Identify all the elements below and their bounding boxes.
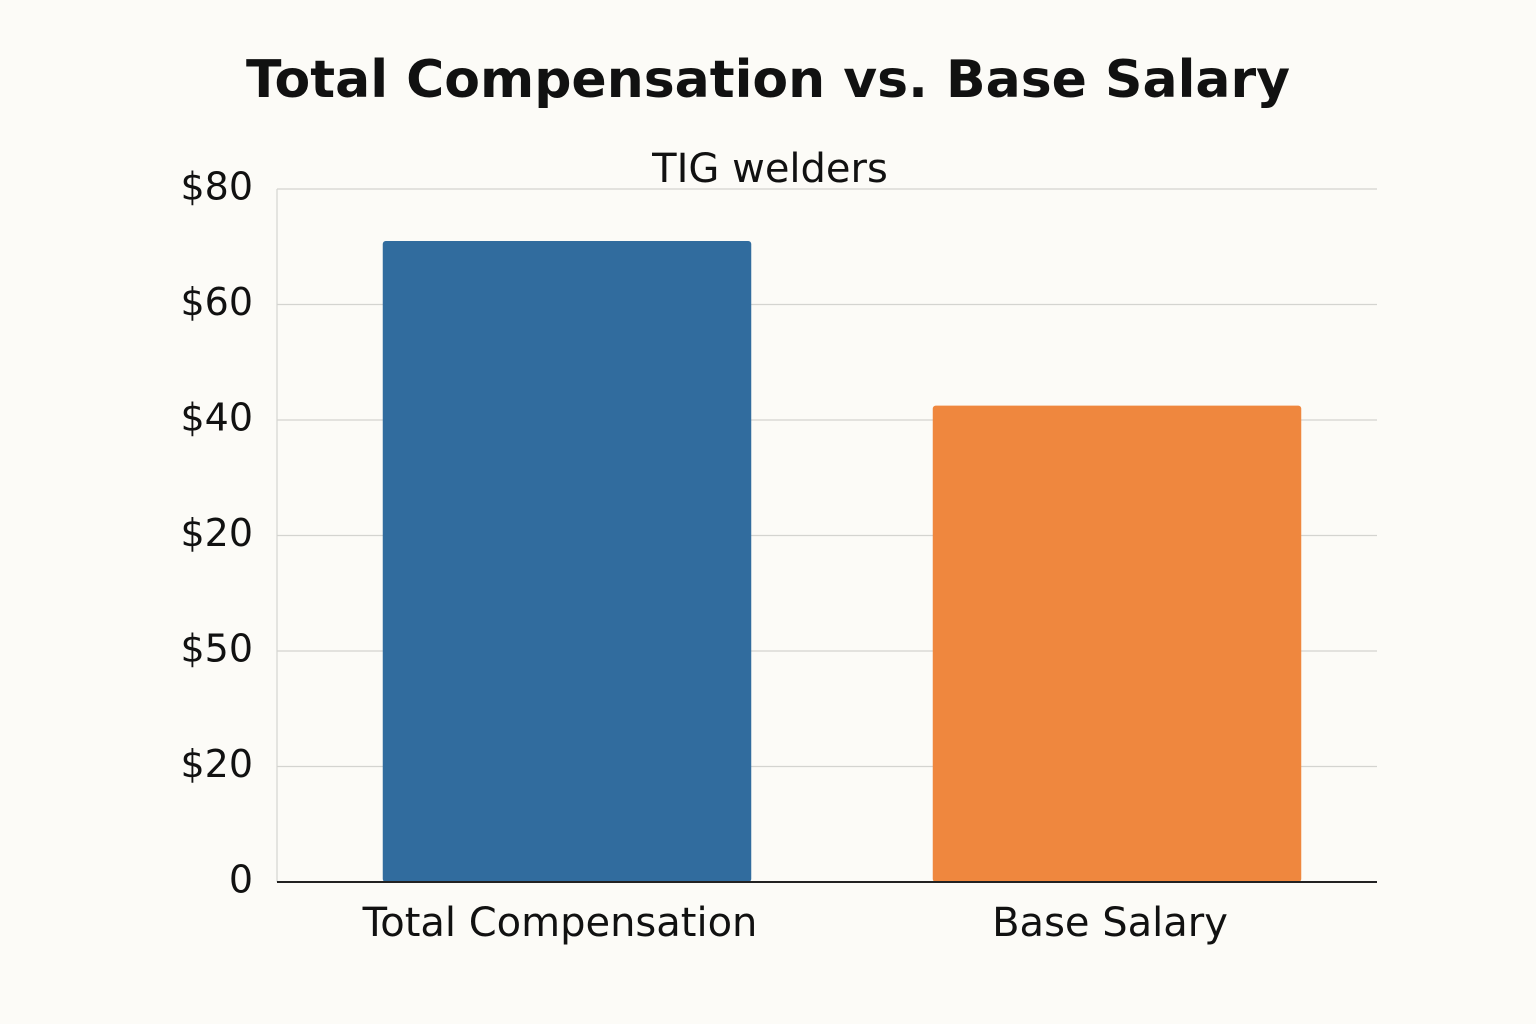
y-tick-label: $20 bbox=[180, 511, 253, 555]
bar bbox=[382, 240, 752, 883]
chart-subtitle: TIG welders bbox=[651, 146, 888, 192]
y-tick-label: 0 bbox=[229, 858, 253, 902]
chart-title: Total Compensation vs. Base Salary bbox=[246, 50, 1290, 110]
x-tick-label: Base Salary bbox=[992, 900, 1228, 946]
y-tick-label: $40 bbox=[180, 396, 253, 440]
y-tick-label: $60 bbox=[180, 280, 253, 324]
y-tick-label: $20 bbox=[180, 742, 253, 786]
bar bbox=[932, 405, 1302, 882]
x-tick-label: Total Compensation bbox=[362, 900, 758, 946]
y-tick-label: $80 bbox=[180, 165, 253, 209]
y-tick-label: $50 bbox=[180, 627, 253, 671]
